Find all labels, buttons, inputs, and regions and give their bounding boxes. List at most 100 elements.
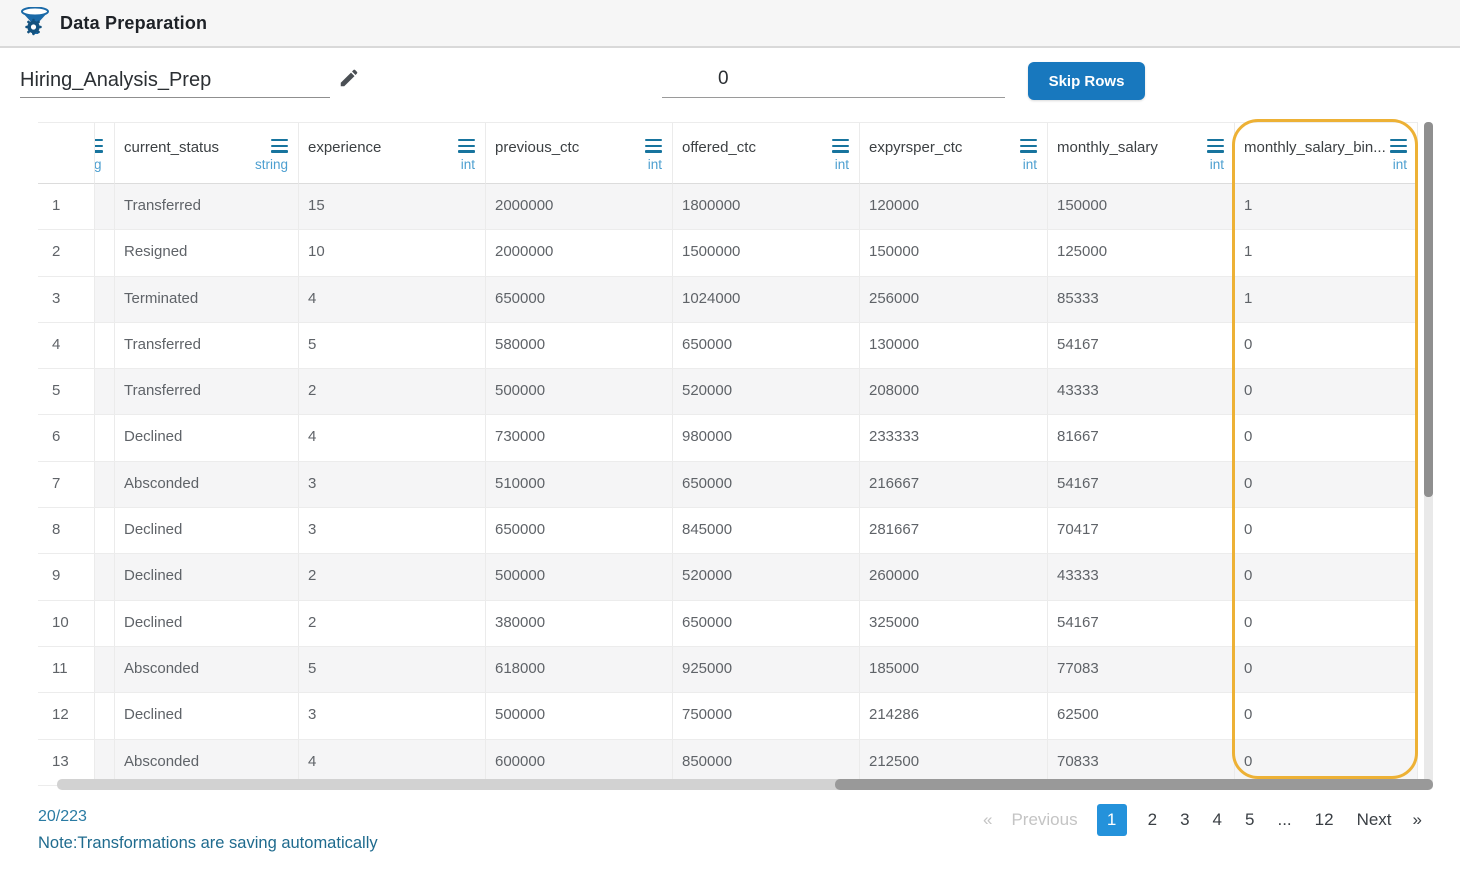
row-number: 9 bbox=[38, 554, 95, 601]
cell: 650000 bbox=[486, 276, 673, 323]
cell: 2000000 bbox=[486, 184, 673, 231]
cell: Transferred bbox=[115, 369, 299, 416]
partial-column-type: g bbox=[95, 157, 102, 172]
vertical-scrollbar-thumb[interactable] bbox=[1424, 122, 1433, 497]
cell: 150000 bbox=[1048, 184, 1235, 231]
column-menu-icon[interactable] bbox=[645, 139, 662, 156]
column-menu-icon[interactable] bbox=[1390, 139, 1407, 156]
page-button-3[interactable]: 3 bbox=[1178, 806, 1191, 834]
cell: 281667 bbox=[860, 508, 1048, 555]
prev-arrow-icon[interactable]: « bbox=[982, 810, 993, 829]
column-menu-icon[interactable] bbox=[271, 139, 288, 156]
horizontal-scrollbar-thumb[interactable] bbox=[835, 779, 1433, 790]
page-button-2[interactable]: 2 bbox=[1146, 806, 1159, 834]
cell: 520000 bbox=[673, 554, 860, 601]
cell: Declined bbox=[115, 508, 299, 555]
page-button-1[interactable]: 1 bbox=[1096, 804, 1127, 836]
cell: 1 bbox=[1235, 184, 1418, 231]
column-menu-icon[interactable] bbox=[832, 139, 849, 156]
skip-rows-button[interactable]: Skip Rows bbox=[1028, 62, 1145, 100]
table-row[interactable]: 5 Transferred 2 500000 520000 208000 43333 0 bbox=[38, 369, 1418, 416]
column-header-expyrsper-ctc[interactable]: expyrsper_ctc int bbox=[860, 122, 1048, 184]
table-header-row: g current_statusstringexperienceintprevio… bbox=[38, 122, 1418, 184]
table-row[interactable]: 8 Declined 3 650000 845000 281667 70417 0 bbox=[38, 508, 1418, 555]
next-button[interactable]: Next bbox=[1355, 806, 1394, 834]
pagination: « Previous 1 2 3 4 5... 12 Next » bbox=[983, 804, 1422, 836]
dataset-name-input[interactable] bbox=[20, 64, 330, 98]
row-number: 8 bbox=[38, 508, 95, 555]
table-row[interactable]: 12 Declined 3 500000 750000 214286 62500 0 bbox=[38, 693, 1418, 740]
table-row[interactable]: 9 Declined 2 500000 520000 260000 43333 0 bbox=[38, 554, 1418, 601]
partial-column-cell bbox=[95, 508, 115, 555]
column-menu-icon[interactable] bbox=[1207, 139, 1224, 156]
column-header-previous-ctc[interactable]: previous_ctc int bbox=[486, 122, 673, 184]
table-row[interactable]: 3 Terminated 4 650000 1024000 256000 85333 1 bbox=[38, 276, 1418, 323]
cell: 3 bbox=[299, 693, 486, 740]
cell: 150000 bbox=[860, 230, 1048, 277]
cell: 54167 bbox=[1048, 600, 1235, 647]
partial-column-header: g bbox=[95, 122, 115, 184]
column-menu-icon[interactable] bbox=[458, 139, 475, 156]
cell: 3 bbox=[299, 508, 486, 555]
table-row[interactable]: 6 Declined 4 730000 980000 233333 81667 0 bbox=[38, 415, 1418, 462]
cell: Transferred bbox=[115, 322, 299, 370]
cell: 580000 bbox=[486, 322, 673, 370]
edit-dataset-name-button[interactable] bbox=[334, 64, 364, 94]
column-header-experience[interactable]: experience int bbox=[299, 122, 486, 184]
row-number: 5 bbox=[38, 369, 95, 416]
page-button-4[interactable]: 4 bbox=[1211, 806, 1224, 834]
column-name: monthly_salary_bin... bbox=[1244, 139, 1386, 156]
cell: 1 bbox=[1235, 276, 1418, 323]
horizontal-scrollbar[interactable] bbox=[57, 779, 1433, 790]
column-header-offered-ctc[interactable]: offered_ctc int bbox=[673, 122, 860, 184]
cell: 0 bbox=[1235, 554, 1418, 601]
column-header-current-status[interactable]: current_status string bbox=[115, 122, 299, 184]
vertical-scrollbar[interactable] bbox=[1424, 122, 1433, 790]
cell: 212500 bbox=[860, 739, 1048, 786]
table-body: 1 Transferred 15 2000000 1800000 120000 150000… bbox=[38, 184, 1418, 786]
cell: Absconded bbox=[115, 461, 299, 509]
cell: 845000 bbox=[673, 508, 860, 555]
previous-button[interactable]: Previous bbox=[1011, 810, 1078, 829]
cell: 2 bbox=[299, 369, 486, 416]
cell: 980000 bbox=[673, 415, 860, 462]
app-header: Data Preparation bbox=[0, 0, 1460, 48]
column-header-monthly-salary[interactable]: monthly_salary int bbox=[1048, 122, 1235, 184]
cell: Terminated bbox=[115, 276, 299, 323]
cell: 120000 bbox=[860, 184, 1048, 231]
cell: 0 bbox=[1235, 415, 1418, 462]
table-row[interactable]: 7 Absconded 3 510000 650000 216667 54167 0 bbox=[38, 461, 1418, 509]
cell: 0 bbox=[1235, 646, 1418, 694]
skip-rows-input[interactable] bbox=[662, 60, 1005, 98]
table-row[interactable]: 1 Transferred 15 2000000 1800000 120000 150000… bbox=[38, 184, 1418, 231]
cell: 730000 bbox=[486, 415, 673, 462]
table-row[interactable]: 4 Transferred 5 580000 650000 130000 54167 0 bbox=[38, 322, 1418, 370]
table-row[interactable]: 2 Resigned 10 2000000 1500000 150000 125000 1 bbox=[38, 230, 1418, 277]
column-name: monthly_salary bbox=[1057, 139, 1158, 156]
row-number: 11 bbox=[38, 646, 95, 694]
cell: 130000 bbox=[860, 322, 1048, 370]
row-count: 20/223 bbox=[38, 808, 87, 825]
row-number: 13 bbox=[38, 739, 95, 786]
page-ellipsis[interactable]: ... bbox=[1275, 806, 1293, 834]
gear-icon bbox=[25, 18, 42, 36]
column-menu-icon[interactable] bbox=[95, 139, 103, 156]
cell: 260000 bbox=[860, 554, 1048, 601]
column-menu-icon[interactable] bbox=[1020, 139, 1037, 156]
cell: 233333 bbox=[860, 415, 1048, 462]
next-arrow-icon[interactable]: » bbox=[1412, 810, 1422, 829]
cell: 0 bbox=[1235, 600, 1418, 647]
table-row[interactable]: 13 Absconded 4 600000 850000 212500 70833 0 bbox=[38, 739, 1418, 786]
cell: Absconded bbox=[115, 646, 299, 694]
page-button-12[interactable]: 12 bbox=[1313, 806, 1336, 834]
page-button-5[interactable]: 5 bbox=[1243, 806, 1256, 834]
page-title: Data Preparation bbox=[60, 12, 208, 33]
table-row[interactable]: 10 Declined 2 380000 650000 325000 54167 0 bbox=[38, 600, 1418, 647]
table-row[interactable]: 11 Absconded 5 618000 925000 185000 77083 0 bbox=[38, 646, 1418, 694]
column-header-monthly-salary-bin-[interactable]: monthly_salary_bin... int bbox=[1235, 122, 1418, 184]
partial-column-cell bbox=[95, 230, 115, 277]
partial-column-cell bbox=[95, 276, 115, 323]
cell: 185000 bbox=[860, 646, 1048, 694]
row-number: 4 bbox=[38, 322, 95, 370]
cell: 62500 bbox=[1048, 693, 1235, 740]
